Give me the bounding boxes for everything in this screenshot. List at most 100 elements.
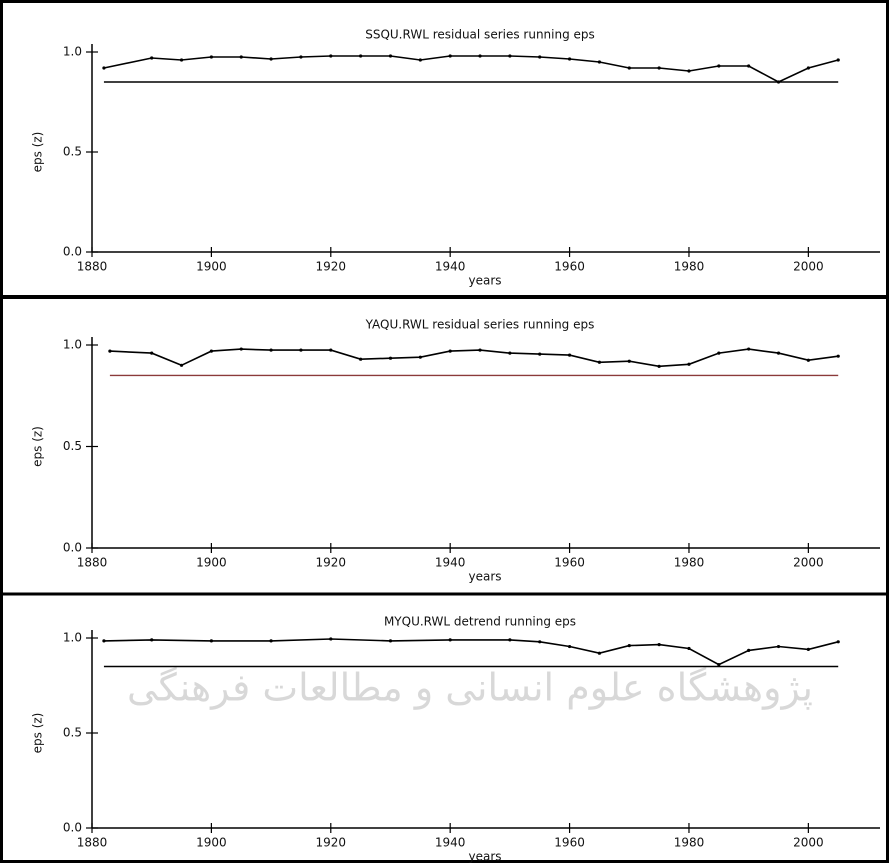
data-point (597, 651, 602, 655)
data-point (836, 354, 840, 358)
data-point (776, 644, 781, 649)
data-point (567, 644, 572, 649)
data-point (776, 80, 781, 84)
data-point (239, 55, 243, 59)
y-axis-label: eps (z) (31, 426, 45, 467)
watermark: پژوهشگاه علوم انسانی و مطالعات فرهنگی (127, 666, 813, 711)
x-axis-label: years (468, 274, 501, 288)
x-tick-label: 1920 (316, 556, 347, 570)
data-point (329, 348, 333, 352)
data-point (418, 355, 422, 359)
data-point (150, 638, 154, 642)
data-point (597, 60, 602, 64)
x-tick-label: 1980 (674, 260, 705, 274)
y-tick-label: 1.0 (63, 45, 82, 59)
x-tick-label: 1920 (316, 260, 347, 274)
data-point (150, 56, 154, 60)
data-point (627, 359, 631, 363)
data-point (388, 356, 393, 360)
x-tick-label: 1900 (196, 836, 227, 850)
panel-title: YAQU.RWL residual series running eps (365, 318, 595, 332)
data-point (657, 66, 661, 70)
panel-title: SSQU.RWL residual series running eps (365, 28, 595, 42)
data-point (657, 364, 661, 368)
data-point (687, 646, 691, 651)
data-point (209, 55, 213, 59)
data-point (806, 66, 810, 70)
x-axis-label: years (468, 850, 501, 863)
data-point (179, 363, 184, 367)
data-point (747, 347, 751, 351)
data-point (836, 640, 840, 644)
y-tick-label: 0.5 (63, 439, 82, 453)
data-point (209, 349, 213, 353)
x-tick-label: 2000 (793, 260, 824, 274)
data-point (269, 639, 273, 643)
y-tick-label: 0.0 (63, 821, 82, 835)
data-point (657, 643, 661, 647)
data-point (478, 348, 482, 352)
x-tick-label: 1880 (77, 260, 108, 274)
x-tick-label: 1940 (435, 260, 466, 274)
x-tick-label: 2000 (793, 556, 824, 570)
data-point (239, 347, 243, 351)
data-point (299, 348, 303, 352)
x-tick-label: 1980 (674, 556, 705, 570)
data-point (418, 58, 422, 62)
data-point (806, 647, 810, 652)
data-point (747, 648, 751, 652)
x-axis-label: years (468, 570, 501, 584)
x-tick-label: 1980 (674, 836, 705, 850)
data-point (687, 69, 691, 73)
data-point (102, 66, 106, 70)
data-point (538, 640, 542, 644)
x-tick-label: 1960 (554, 260, 585, 274)
data-point (448, 54, 452, 58)
x-tick-label: 1880 (77, 836, 108, 850)
data-point (627, 66, 631, 70)
x-tick-label: 1940 (435, 836, 466, 850)
x-tick-label: 1900 (196, 260, 227, 274)
data-point (717, 64, 721, 68)
data-point (329, 54, 333, 58)
data-point (627, 644, 631, 648)
data-point (269, 57, 273, 61)
y-axis-label: eps (z) (31, 132, 45, 173)
data-point (448, 638, 452, 642)
data-point (508, 638, 512, 642)
data-point (388, 54, 393, 58)
data-point (567, 57, 572, 61)
data-point (597, 360, 602, 364)
data-point (478, 54, 482, 58)
data-point (806, 358, 810, 362)
x-tick-label: 1960 (554, 836, 585, 850)
y-tick-label: 0.0 (63, 541, 82, 555)
data-point (567, 353, 572, 357)
data-point (102, 639, 106, 643)
data-point (538, 55, 542, 59)
data-point (508, 54, 512, 58)
data-point (359, 357, 363, 361)
data-point (448, 349, 452, 353)
data-point (108, 349, 112, 353)
data-point (717, 351, 721, 355)
data-point (299, 55, 303, 59)
y-tick-label: 1.0 (63, 631, 82, 645)
data-point (179, 58, 184, 62)
y-tick-label: 0.0 (63, 245, 82, 259)
x-tick-label: 1880 (77, 556, 108, 570)
data-point (776, 351, 781, 355)
data-point (209, 639, 213, 643)
x-tick-label: 1920 (316, 836, 347, 850)
data-point (388, 639, 393, 643)
x-tick-label: 2000 (793, 836, 824, 850)
data-point (359, 54, 363, 58)
x-tick-label: 1900 (196, 556, 227, 570)
data-point (717, 663, 721, 667)
data-point (687, 362, 691, 366)
x-tick-label: 1940 (435, 556, 466, 570)
y-tick-label: 1.0 (63, 338, 82, 352)
